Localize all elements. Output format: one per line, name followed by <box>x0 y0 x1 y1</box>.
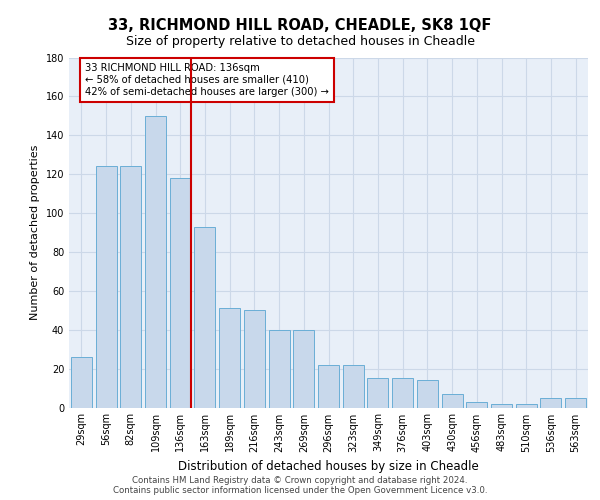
Text: Contains public sector information licensed under the Open Government Licence v3: Contains public sector information licen… <box>113 486 487 495</box>
Bar <box>145 116 166 408</box>
Bar <box>541 398 562 407</box>
Bar <box>95 166 116 408</box>
Text: 33 RICHMOND HILL ROAD: 136sqm
← 58% of detached houses are smaller (410)
42% of : 33 RICHMOND HILL ROAD: 136sqm ← 58% of d… <box>85 64 329 96</box>
Text: Size of property relative to detached houses in Cheadle: Size of property relative to detached ho… <box>125 35 475 48</box>
Bar <box>565 398 586 407</box>
Bar <box>120 166 141 408</box>
Bar <box>367 378 388 408</box>
Bar <box>417 380 438 407</box>
Bar <box>170 178 191 408</box>
Bar <box>71 357 92 408</box>
Bar <box>466 402 487 407</box>
X-axis label: Distribution of detached houses by size in Cheadle: Distribution of detached houses by size … <box>178 460 479 473</box>
Text: 33, RICHMOND HILL ROAD, CHEADLE, SK8 1QF: 33, RICHMOND HILL ROAD, CHEADLE, SK8 1QF <box>109 18 491 32</box>
Bar <box>194 226 215 408</box>
Bar <box>293 330 314 407</box>
Y-axis label: Number of detached properties: Number of detached properties <box>30 145 40 320</box>
Bar <box>269 330 290 407</box>
Bar <box>516 404 537 407</box>
Text: Contains HM Land Registry data © Crown copyright and database right 2024.: Contains HM Land Registry data © Crown c… <box>132 476 468 485</box>
Bar <box>244 310 265 408</box>
Bar <box>219 308 240 408</box>
Bar <box>442 394 463 407</box>
Bar <box>491 404 512 407</box>
Bar <box>318 364 339 408</box>
Bar <box>392 378 413 408</box>
Bar <box>343 364 364 408</box>
